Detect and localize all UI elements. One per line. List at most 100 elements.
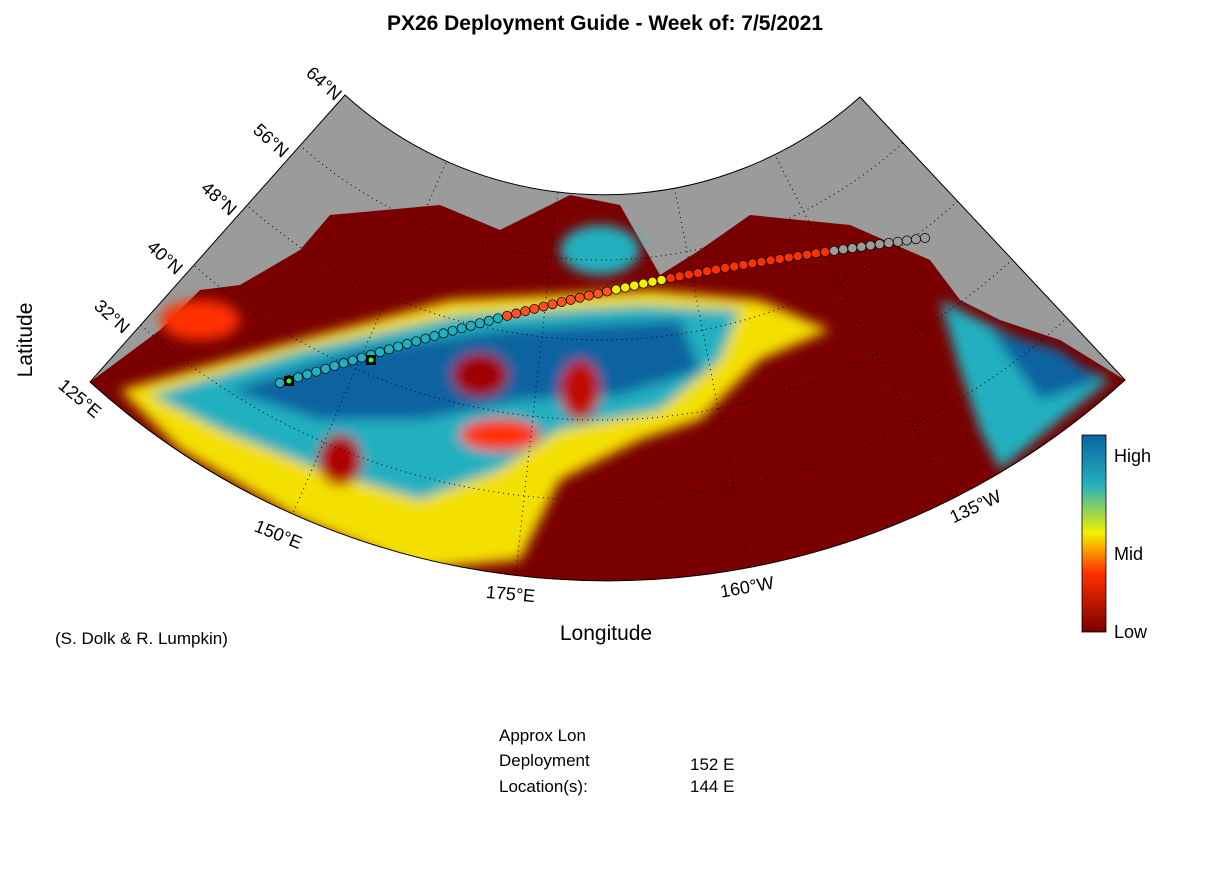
- x-axis-label: Longitude: [560, 622, 652, 645]
- track-point: [520, 306, 531, 317]
- credit: (S. Dolk & R. Lumpkin): [55, 629, 228, 648]
- track-point: [538, 301, 549, 312]
- row-label: Deployment: [499, 751, 590, 770]
- location: 144 E: [690, 777, 734, 796]
- lon-label: 175°E: [485, 582, 536, 606]
- track-point: [765, 255, 776, 266]
- y-axis-label: Latitude: [14, 303, 37, 378]
- lat-label: 32°N: [90, 296, 133, 338]
- lon-label: 160°W: [719, 573, 776, 602]
- ship-track: [275, 233, 930, 388]
- track-point: [338, 358, 349, 369]
- lon-label: 150°E: [252, 516, 305, 553]
- deploy-marker: [286, 378, 292, 384]
- track-point: [738, 259, 749, 270]
- lat-label: 40°N: [143, 237, 186, 279]
- track-point: [774, 254, 785, 264]
- track-point: [602, 286, 612, 297]
- lat-label: 48°N: [197, 178, 240, 220]
- colorbar-label: Low: [1114, 622, 1148, 642]
- track-point: [293, 372, 304, 383]
- track-point: [883, 238, 894, 248]
- track-point: [556, 297, 567, 307]
- track-point: [565, 294, 576, 305]
- colorbar-label: Mid: [1114, 544, 1143, 564]
- track-point: [747, 258, 758, 269]
- track-point: [347, 355, 358, 366]
- track-point: [838, 244, 849, 255]
- lat-label: 64°N: [302, 63, 345, 105]
- track-point: [638, 278, 649, 289]
- track-point: [920, 233, 930, 243]
- table-header: Approx Lon: [499, 726, 586, 745]
- track-point: [402, 339, 413, 349]
- track-point: [593, 288, 603, 299]
- row-label: Location(s):: [499, 777, 588, 796]
- track-point: [720, 263, 731, 273]
- track-point: [620, 282, 631, 293]
- lat-label: 56°N: [249, 120, 292, 162]
- track-point: [411, 336, 422, 347]
- track-point: [665, 273, 676, 284]
- track-point: [302, 369, 313, 380]
- track-point: [865, 240, 876, 251]
- track-point: [910, 234, 921, 245]
- track-point: [320, 363, 331, 374]
- location: 152 E: [690, 755, 734, 774]
- track-point: [511, 308, 522, 319]
- track-point: [583, 290, 594, 301]
- graticule: [90, 95, 1125, 581]
- track-point: [847, 243, 858, 254]
- colorbar-label: High: [1114, 446, 1151, 466]
- track-point: [702, 266, 712, 277]
- track-point: [647, 276, 658, 287]
- map: [90, 95, 1125, 581]
- track-point: [801, 249, 812, 260]
- track-point: [547, 299, 558, 310]
- field: [120, 225, 1110, 570]
- track-point: [420, 333, 431, 344]
- colorbar: [1081, 434, 1107, 633]
- track-point: [711, 264, 722, 275]
- track-point: [275, 378, 285, 388]
- track-point: [656, 275, 667, 285]
- track-point: [474, 318, 485, 329]
- track-point: [438, 328, 449, 339]
- track-point: [574, 292, 585, 303]
- track-point: [811, 248, 821, 259]
- track-point: [756, 256, 767, 267]
- track-point: [874, 239, 885, 250]
- track-point: [393, 341, 404, 352]
- track-point: [311, 366, 322, 377]
- track-point: [429, 331, 440, 341]
- track-point: [356, 352, 367, 363]
- track-point: [447, 325, 458, 336]
- track-point: [783, 252, 794, 263]
- track-point: [374, 347, 385, 358]
- track-point: [729, 261, 740, 272]
- track-point: [456, 323, 467, 334]
- track-point: [892, 236, 903, 247]
- track-point: [529, 303, 540, 314]
- track-point: [483, 315, 494, 326]
- track-point: [502, 310, 513, 321]
- title: PX26 Deployment Guide - Week of: 7/5/202…: [387, 12, 823, 35]
- track-point: [692, 268, 703, 278]
- track-point: [901, 235, 912, 246]
- track-point: [829, 245, 840, 256]
- track-point: [683, 269, 694, 280]
- track-point: [611, 284, 622, 295]
- track-point: [629, 280, 640, 291]
- track-point: [792, 251, 803, 262]
- deploy-marker: [368, 357, 374, 363]
- track-point: [329, 361, 340, 371]
- track-point: [820, 247, 831, 257]
- track-point: [674, 271, 685, 282]
- track-point: [856, 241, 867, 252]
- track-point: [384, 344, 394, 355]
- track-point: [465, 320, 476, 331]
- map-frame: [89, 94, 1126, 582]
- track-point: [493, 313, 503, 324]
